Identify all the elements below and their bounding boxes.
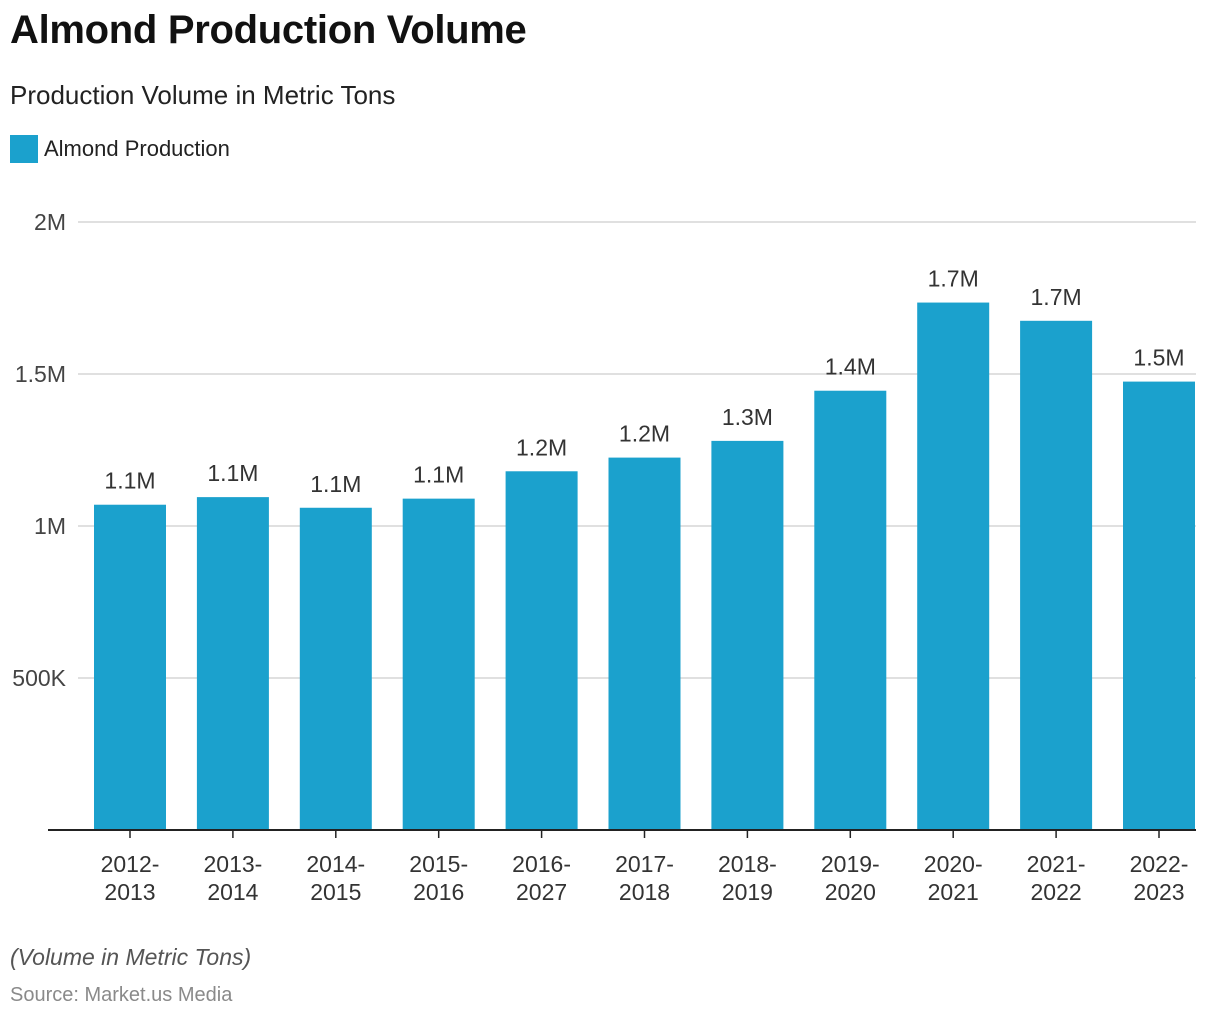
y-tick-label: 1.5M: [15, 361, 66, 387]
bar: [196, 497, 269, 830]
bar: [1020, 320, 1093, 830]
y-tick-label: 2M: [34, 209, 66, 235]
data-label: 1.1M: [310, 471, 361, 497]
x-tick-label-line: 2017-: [615, 851, 674, 877]
x-tick-label-line: 2018-: [718, 851, 777, 877]
bar: [917, 302, 990, 830]
x-tick-label-line: 2012-: [101, 851, 160, 877]
x-tick-label-line: 2019: [722, 879, 773, 905]
x-tick-label-line: 2015-: [409, 851, 468, 877]
source-note: Source: Market.us Media: [10, 984, 233, 1006]
x-tick-label: 2017-2018: [615, 851, 674, 905]
legend: Almond Production: [10, 135, 230, 163]
x-tick-label-line: 2014-: [306, 851, 365, 877]
data-label: 1.5M: [1133, 345, 1184, 371]
x-tick-label: 2014-2015: [306, 851, 365, 905]
data-label: 1.7M: [1031, 284, 1082, 310]
chart-title: Almond Production Volume: [10, 8, 527, 52]
data-label: 1.3M: [722, 404, 773, 430]
x-tick-label: 2020-2021: [924, 851, 983, 905]
x-tick-label-line: 2027: [516, 879, 567, 905]
bar: [608, 457, 681, 830]
x-tick-label: 2013-2014: [203, 851, 262, 905]
x-tick-label-line: 2020: [825, 879, 876, 905]
bar: [94, 504, 166, 830]
x-tick-label-line: 2022-: [1130, 851, 1189, 877]
x-tick-label-line: 2014: [207, 879, 258, 905]
bar: [505, 471, 578, 830]
y-tick-label: 1M: [34, 513, 66, 539]
x-tick-label-line: 2018: [619, 879, 670, 905]
data-label: 1.1M: [207, 460, 258, 486]
x-tick-label: 2012-2013: [101, 851, 160, 905]
bar: [814, 390, 887, 830]
chart-subtitle: Production Volume in Metric Tons: [10, 80, 396, 110]
x-tick-label: 2021-2022: [1027, 851, 1086, 905]
x-tick-label: 2015-2016: [409, 851, 468, 905]
x-tick-label-line: 2015: [310, 879, 361, 905]
legend-label: Almond Production: [44, 136, 230, 161]
x-tick-label-line: 2022: [1031, 879, 1082, 905]
data-label: 1.2M: [516, 434, 567, 460]
bar: [711, 440, 784, 830]
x-tick-label: 2016-2027: [512, 851, 571, 905]
legend-swatch: [10, 135, 38, 163]
x-tick-label: 2018-2019: [718, 851, 777, 905]
data-label: 1.2M: [619, 421, 670, 447]
data-label: 1.1M: [104, 468, 155, 494]
data-label: 1.4M: [825, 354, 876, 380]
x-tick-label-line: 2023: [1133, 879, 1184, 905]
x-tick-label-line: 2013: [104, 879, 155, 905]
x-tick-label-line: 2021: [928, 879, 979, 905]
x-tick-label-line: 2013-: [203, 851, 262, 877]
data-label: 1.1M: [413, 462, 464, 488]
x-tick-label-line: 2016-: [512, 851, 571, 877]
x-tick-label: 2022-2023: [1130, 851, 1189, 905]
footnote: (Volume in Metric Tons): [10, 944, 252, 970]
x-tick-label-line: 2019-: [821, 851, 880, 877]
x-tick-label: 2019-2020: [821, 851, 880, 905]
bar: [402, 498, 475, 830]
data-label: 1.7M: [928, 266, 979, 292]
x-tick-label-line: 2021-: [1027, 851, 1086, 877]
y-tick-label: 500K: [12, 665, 66, 691]
bar: [299, 507, 372, 830]
x-tick-label-line: 2020-: [924, 851, 983, 877]
bar: [1123, 381, 1195, 830]
x-tick-label-line: 2016: [413, 879, 464, 905]
